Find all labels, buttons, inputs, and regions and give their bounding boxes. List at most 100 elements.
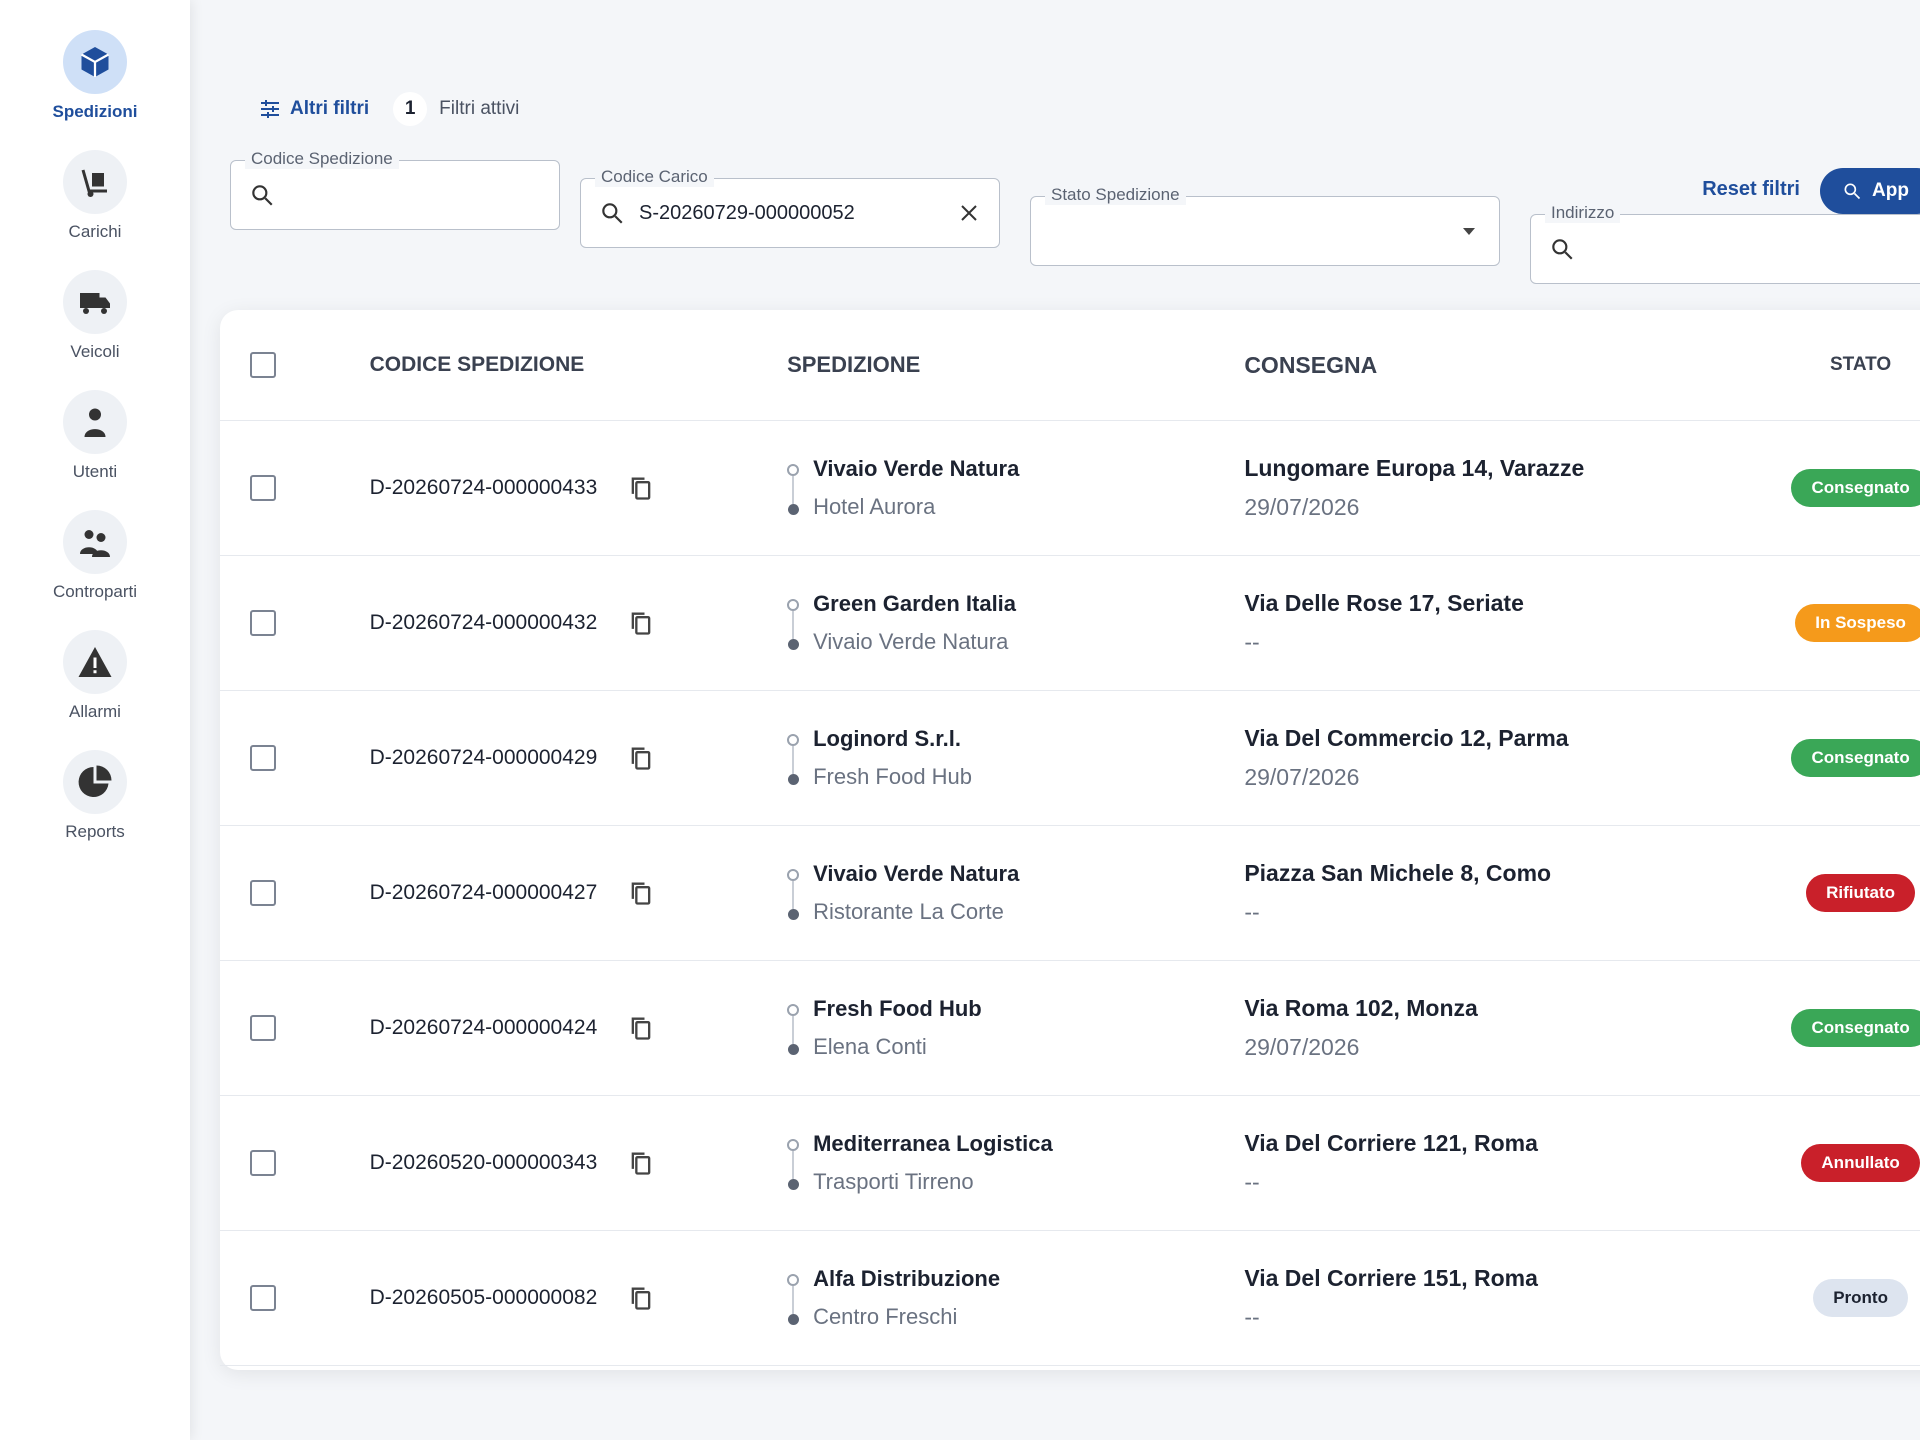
route-cell: Loginord S.r.l. Fresh Food Hub bbox=[787, 726, 1244, 790]
nav-icon-glyph bbox=[80, 293, 110, 314]
route-start bbox=[787, 734, 800, 746]
route-line bbox=[787, 726, 800, 790]
delivery-cell: Via Roma 102, Monza 29/07/2026 bbox=[1244, 995, 1761, 1061]
checkbox[interactable] bbox=[250, 745, 276, 771]
route-start bbox=[787, 1004, 800, 1016]
filter-field[interactable]: Codice Spedizione bbox=[230, 149, 560, 230]
status-badge: In Sospeso bbox=[1795, 604, 1920, 642]
row-check bbox=[220, 610, 320, 636]
active-filters-label: Filtri attivi bbox=[439, 98, 520, 119]
nav-icon-glyph bbox=[81, 169, 107, 197]
route-end bbox=[787, 504, 799, 515]
toolbar: Altri filtri 1 Filtri attivi bbox=[260, 92, 519, 126]
copy-icon[interactable] bbox=[627, 1284, 655, 1312]
route-line bbox=[787, 456, 800, 520]
nav-item[interactable]: Reports bbox=[0, 750, 190, 842]
apply-button[interactable]: App bbox=[1820, 168, 1920, 214]
code-cell: D-20260724-000000433 bbox=[320, 474, 787, 502]
nav-item[interactable]: Utenti bbox=[0, 390, 190, 482]
shipment-code: D-20260724-000000429 bbox=[369, 746, 598, 769]
copy-icon[interactable] bbox=[627, 474, 655, 502]
delivery-date: -- bbox=[1244, 1304, 1260, 1330]
route-end bbox=[787, 774, 799, 785]
route: Vivaio Verde Natura Ristorante La Corte bbox=[787, 861, 1244, 925]
delivery-cell: Via Del Commercio 12, Parma 29/07/2026 bbox=[1244, 725, 1761, 791]
code-cell: D-20260724-000000429 bbox=[320, 744, 787, 772]
route-cell: Mediterranea Logistica Trasporti Tirreno bbox=[787, 1131, 1244, 1195]
row-check bbox=[220, 745, 320, 771]
row-check bbox=[220, 880, 320, 906]
code-cell: D-20260520-000000343 bbox=[320, 1149, 787, 1177]
table-row: D-20260724-000000432 Green Garden Italia V… bbox=[220, 556, 1920, 691]
nav-label: Veicoli bbox=[70, 342, 120, 361]
checkbox[interactable] bbox=[250, 475, 276, 501]
active-filters-count: 1 bbox=[393, 92, 428, 126]
route-text: Alfa Distribuzione Centro Freschi bbox=[813, 1266, 1000, 1330]
more-filters[interactable]: Altri filtri bbox=[260, 98, 369, 120]
copy-icon[interactable] bbox=[627, 1149, 655, 1177]
nav-label: Allarmi bbox=[69, 702, 121, 721]
copy-icon[interactable] bbox=[627, 1014, 655, 1042]
shipment-code: D-20260520-000000343 bbox=[369, 1151, 598, 1174]
nav-icon-glyph bbox=[80, 530, 110, 557]
route-line bbox=[787, 1266, 800, 1330]
sender: Alfa Distribuzione bbox=[813, 1266, 1001, 1291]
nav-label: Controparti bbox=[52, 582, 138, 601]
checkbox[interactable] bbox=[250, 610, 276, 636]
nav-icon bbox=[63, 630, 127, 694]
route-end bbox=[787, 1314, 799, 1325]
shipment-code: D-20260724-000000432 bbox=[369, 611, 598, 634]
status-badge: Consegnato bbox=[1791, 1009, 1920, 1047]
sender: Fresh Food Hub bbox=[813, 996, 982, 1021]
status-cell: Pronto bbox=[1761, 1279, 1920, 1317]
checkbox[interactable] bbox=[250, 1150, 276, 1176]
copy-icon[interactable] bbox=[627, 744, 655, 772]
copy-icon[interactable] bbox=[627, 609, 655, 637]
column-header: SPEDIZIONE bbox=[787, 352, 921, 377]
route-end bbox=[787, 909, 799, 920]
nav-item[interactable]: Spedizioni bbox=[0, 30, 190, 122]
nav-item[interactable]: Allarmi bbox=[0, 630, 190, 722]
nav-item[interactable]: Veicoli bbox=[0, 270, 190, 362]
filter-label: Codice Carico bbox=[595, 167, 714, 187]
more-filters-label: Altri filtri bbox=[290, 98, 370, 119]
address: Via Del Commercio 12, Parma bbox=[1244, 725, 1569, 751]
nav-item[interactable]: Controparti bbox=[0, 510, 190, 602]
filter-field[interactable]: Indirizzo bbox=[1530, 203, 1920, 284]
filter-field[interactable]: Codice Carico S-20260729-000000052 bbox=[580, 167, 1000, 248]
checkbox[interactable] bbox=[250, 1015, 276, 1041]
route-start bbox=[787, 1139, 800, 1151]
delivery-date: -- bbox=[1244, 899, 1260, 925]
route-line bbox=[787, 996, 800, 1060]
address: Via Del Corriere 151, Roma bbox=[1244, 1265, 1538, 1291]
checkbox[interactable] bbox=[250, 1285, 276, 1311]
route-text: Mediterranea Logistica Trasporti Tirreno bbox=[813, 1131, 1053, 1195]
nav-item[interactable]: Carichi bbox=[0, 150, 190, 242]
header-check bbox=[220, 352, 320, 378]
filter-field[interactable]: Stato Spedizione bbox=[1030, 185, 1500, 266]
row-check bbox=[220, 475, 320, 501]
code-cell: D-20260724-000000427 bbox=[320, 879, 787, 907]
reset-filters[interactable]: Reset filtri bbox=[1702, 178, 1800, 200]
delivery-date: -- bbox=[1244, 1169, 1260, 1195]
route-start bbox=[787, 869, 800, 881]
filter-label: Stato Spedizione bbox=[1045, 185, 1186, 205]
copy-icon[interactable] bbox=[627, 879, 655, 907]
route-end bbox=[787, 1179, 799, 1190]
nav-icon bbox=[63, 30, 127, 94]
table-row: D-20260505-000000082 Alfa Distribuzione Ce… bbox=[220, 1231, 1920, 1366]
address: Via Roma 102, Monza bbox=[1244, 995, 1478, 1021]
sender: Vivaio Verde Natura bbox=[813, 861, 1020, 886]
checkbox[interactable] bbox=[250, 880, 276, 906]
filter-icon bbox=[261, 100, 279, 118]
checkbox[interactable] bbox=[250, 352, 276, 378]
route-cell: Fresh Food Hub Elena Conti bbox=[787, 996, 1244, 1060]
column-header: STATO bbox=[1829, 354, 1892, 375]
table-row: D-20260520-000000343 Mediterranea Logisti… bbox=[220, 1096, 1920, 1231]
route-stem bbox=[792, 1016, 795, 1044]
table-row: D-20260724-000000433 Vivaio Verde Natura H… bbox=[220, 421, 1920, 556]
route-cell: Vivaio Verde Natura Hotel Aurora bbox=[787, 456, 1244, 520]
shipment-code: D-20260505-000000082 bbox=[369, 1286, 598, 1309]
sender: Mediterranea Logistica bbox=[813, 1131, 1053, 1156]
